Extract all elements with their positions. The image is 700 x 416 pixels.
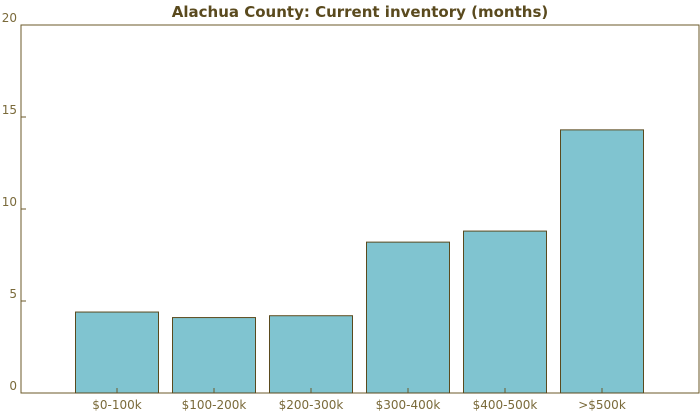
bar-4 <box>463 230 547 394</box>
y-tick-label: 5 <box>9 287 17 301</box>
bar-3 <box>366 241 450 394</box>
y-tick-label: 15 <box>2 103 17 117</box>
x-tick-label: $200-300k <box>279 398 344 412</box>
bars-group <box>75 129 644 394</box>
x-tick-label: $300-400k <box>376 398 441 412</box>
x-tick-label: $0-100k <box>92 398 142 412</box>
bar-1 <box>172 317 256 394</box>
y-tick-label: 0 <box>9 379 17 393</box>
x-tick-label: $100-200k <box>182 398 247 412</box>
y-axis: 0 5 10 15 20 <box>2 11 26 394</box>
y-tick-label: 10 <box>2 195 17 209</box>
x-tick-label: >$500k <box>578 398 626 412</box>
bar-0 <box>75 311 159 394</box>
bar-2 <box>269 315 353 394</box>
x-tick-label: $400-500k <box>473 398 538 412</box>
chart-title: Alachua County: Current inventory (month… <box>172 3 548 21</box>
x-axis: $0-100k $100-200k $200-300k $300-400k $400-5… <box>92 388 626 412</box>
y-tick-label: 20 <box>2 11 17 25</box>
bar-5 <box>560 129 644 394</box>
